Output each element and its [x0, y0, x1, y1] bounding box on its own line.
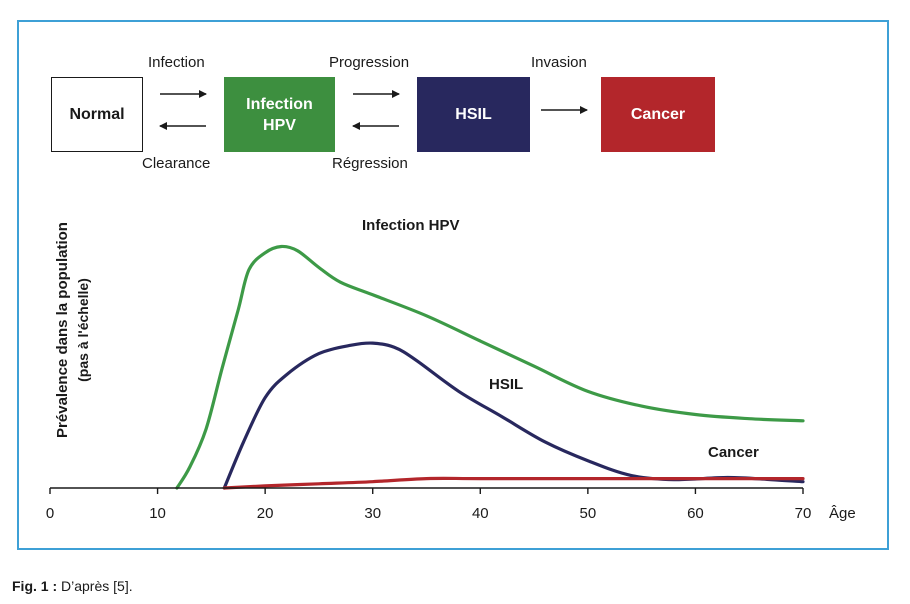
series-label-hsil: HSIL — [489, 376, 523, 393]
x-tick-label: 50 — [580, 505, 597, 522]
x-axis-label: Âge — [829, 505, 856, 522]
y-axis-note: (pas à l'échelle) — [75, 278, 91, 382]
chart-area: 0 10 20 30 40 50 60 70 Âge Prévalence dans la pop… — [46, 217, 856, 522]
state-hsil: HSIL — [417, 77, 530, 152]
label-regression: Régression — [332, 155, 408, 172]
label-progression: Progression — [329, 54, 410, 71]
state-cancer: Cancer — [601, 77, 715, 152]
state-infection-hpv: Infection HPV — [224, 77, 335, 152]
label-infection: Infection — [148, 54, 205, 71]
x-tick-label: 70 — [795, 505, 812, 522]
x-tick-label: 10 — [149, 505, 166, 522]
label-clearance: Clearance — [142, 155, 211, 172]
figure-frame — [17, 20, 889, 550]
series-line-infection-hpv — [175, 244, 805, 490]
series-line-cancer — [222, 476, 805, 490]
x-tick-label: 40 — [472, 505, 489, 522]
series-label-cancer: Cancer — [708, 444, 759, 461]
figure-caption: Fig. 1 : D’après [5]. — [12, 578, 133, 594]
caption-text: D’après [5]. — [57, 578, 133, 594]
y-axis-label: Prévalence dans la population — [54, 222, 71, 438]
x-tick-label: 20 — [257, 505, 274, 522]
x-tick-label: 30 — [364, 505, 381, 522]
series-label-infection-hpv: Infection HPV — [362, 217, 460, 234]
state-normal: Normal — [51, 77, 143, 152]
label-invasion: Invasion — [531, 54, 587, 71]
caption-bold: Fig. 1 : — [12, 578, 58, 594]
x-tick-label: 0 — [46, 505, 54, 522]
x-tick-label: 60 — [687, 505, 704, 522]
